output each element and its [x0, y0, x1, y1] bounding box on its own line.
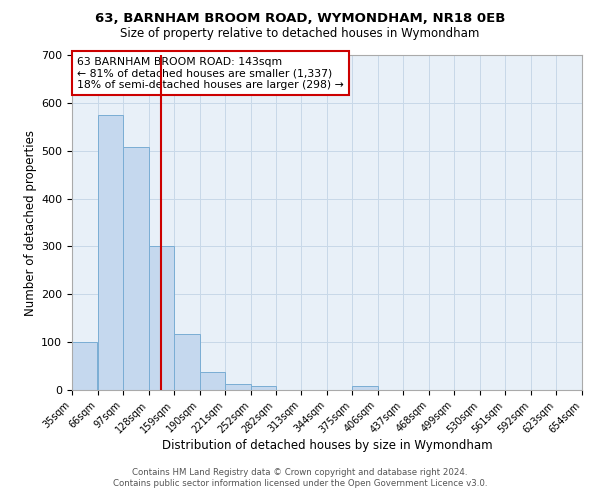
- X-axis label: Distribution of detached houses by size in Wymondham: Distribution of detached houses by size …: [161, 439, 493, 452]
- Text: 63 BARNHAM BROOM ROAD: 143sqm
← 81% of detached houses are smaller (1,337)
18% o: 63 BARNHAM BROOM ROAD: 143sqm ← 81% of d…: [77, 56, 344, 90]
- Bar: [200, 372, 225, 390]
- Bar: [123, 147, 149, 390]
- Text: Size of property relative to detached houses in Wymondham: Size of property relative to detached ho…: [121, 28, 479, 40]
- Bar: [149, 246, 174, 390]
- Bar: [352, 386, 377, 390]
- Y-axis label: Number of detached properties: Number of detached properties: [24, 130, 37, 316]
- Bar: [98, 115, 123, 390]
- Bar: [226, 384, 251, 390]
- Bar: [251, 386, 276, 390]
- Bar: [72, 342, 97, 390]
- Text: Contains HM Land Registry data © Crown copyright and database right 2024.
Contai: Contains HM Land Registry data © Crown c…: [113, 468, 487, 487]
- Text: 63, BARNHAM BROOM ROAD, WYMONDHAM, NR18 0EB: 63, BARNHAM BROOM ROAD, WYMONDHAM, NR18 …: [95, 12, 505, 26]
- Bar: [174, 334, 200, 390]
